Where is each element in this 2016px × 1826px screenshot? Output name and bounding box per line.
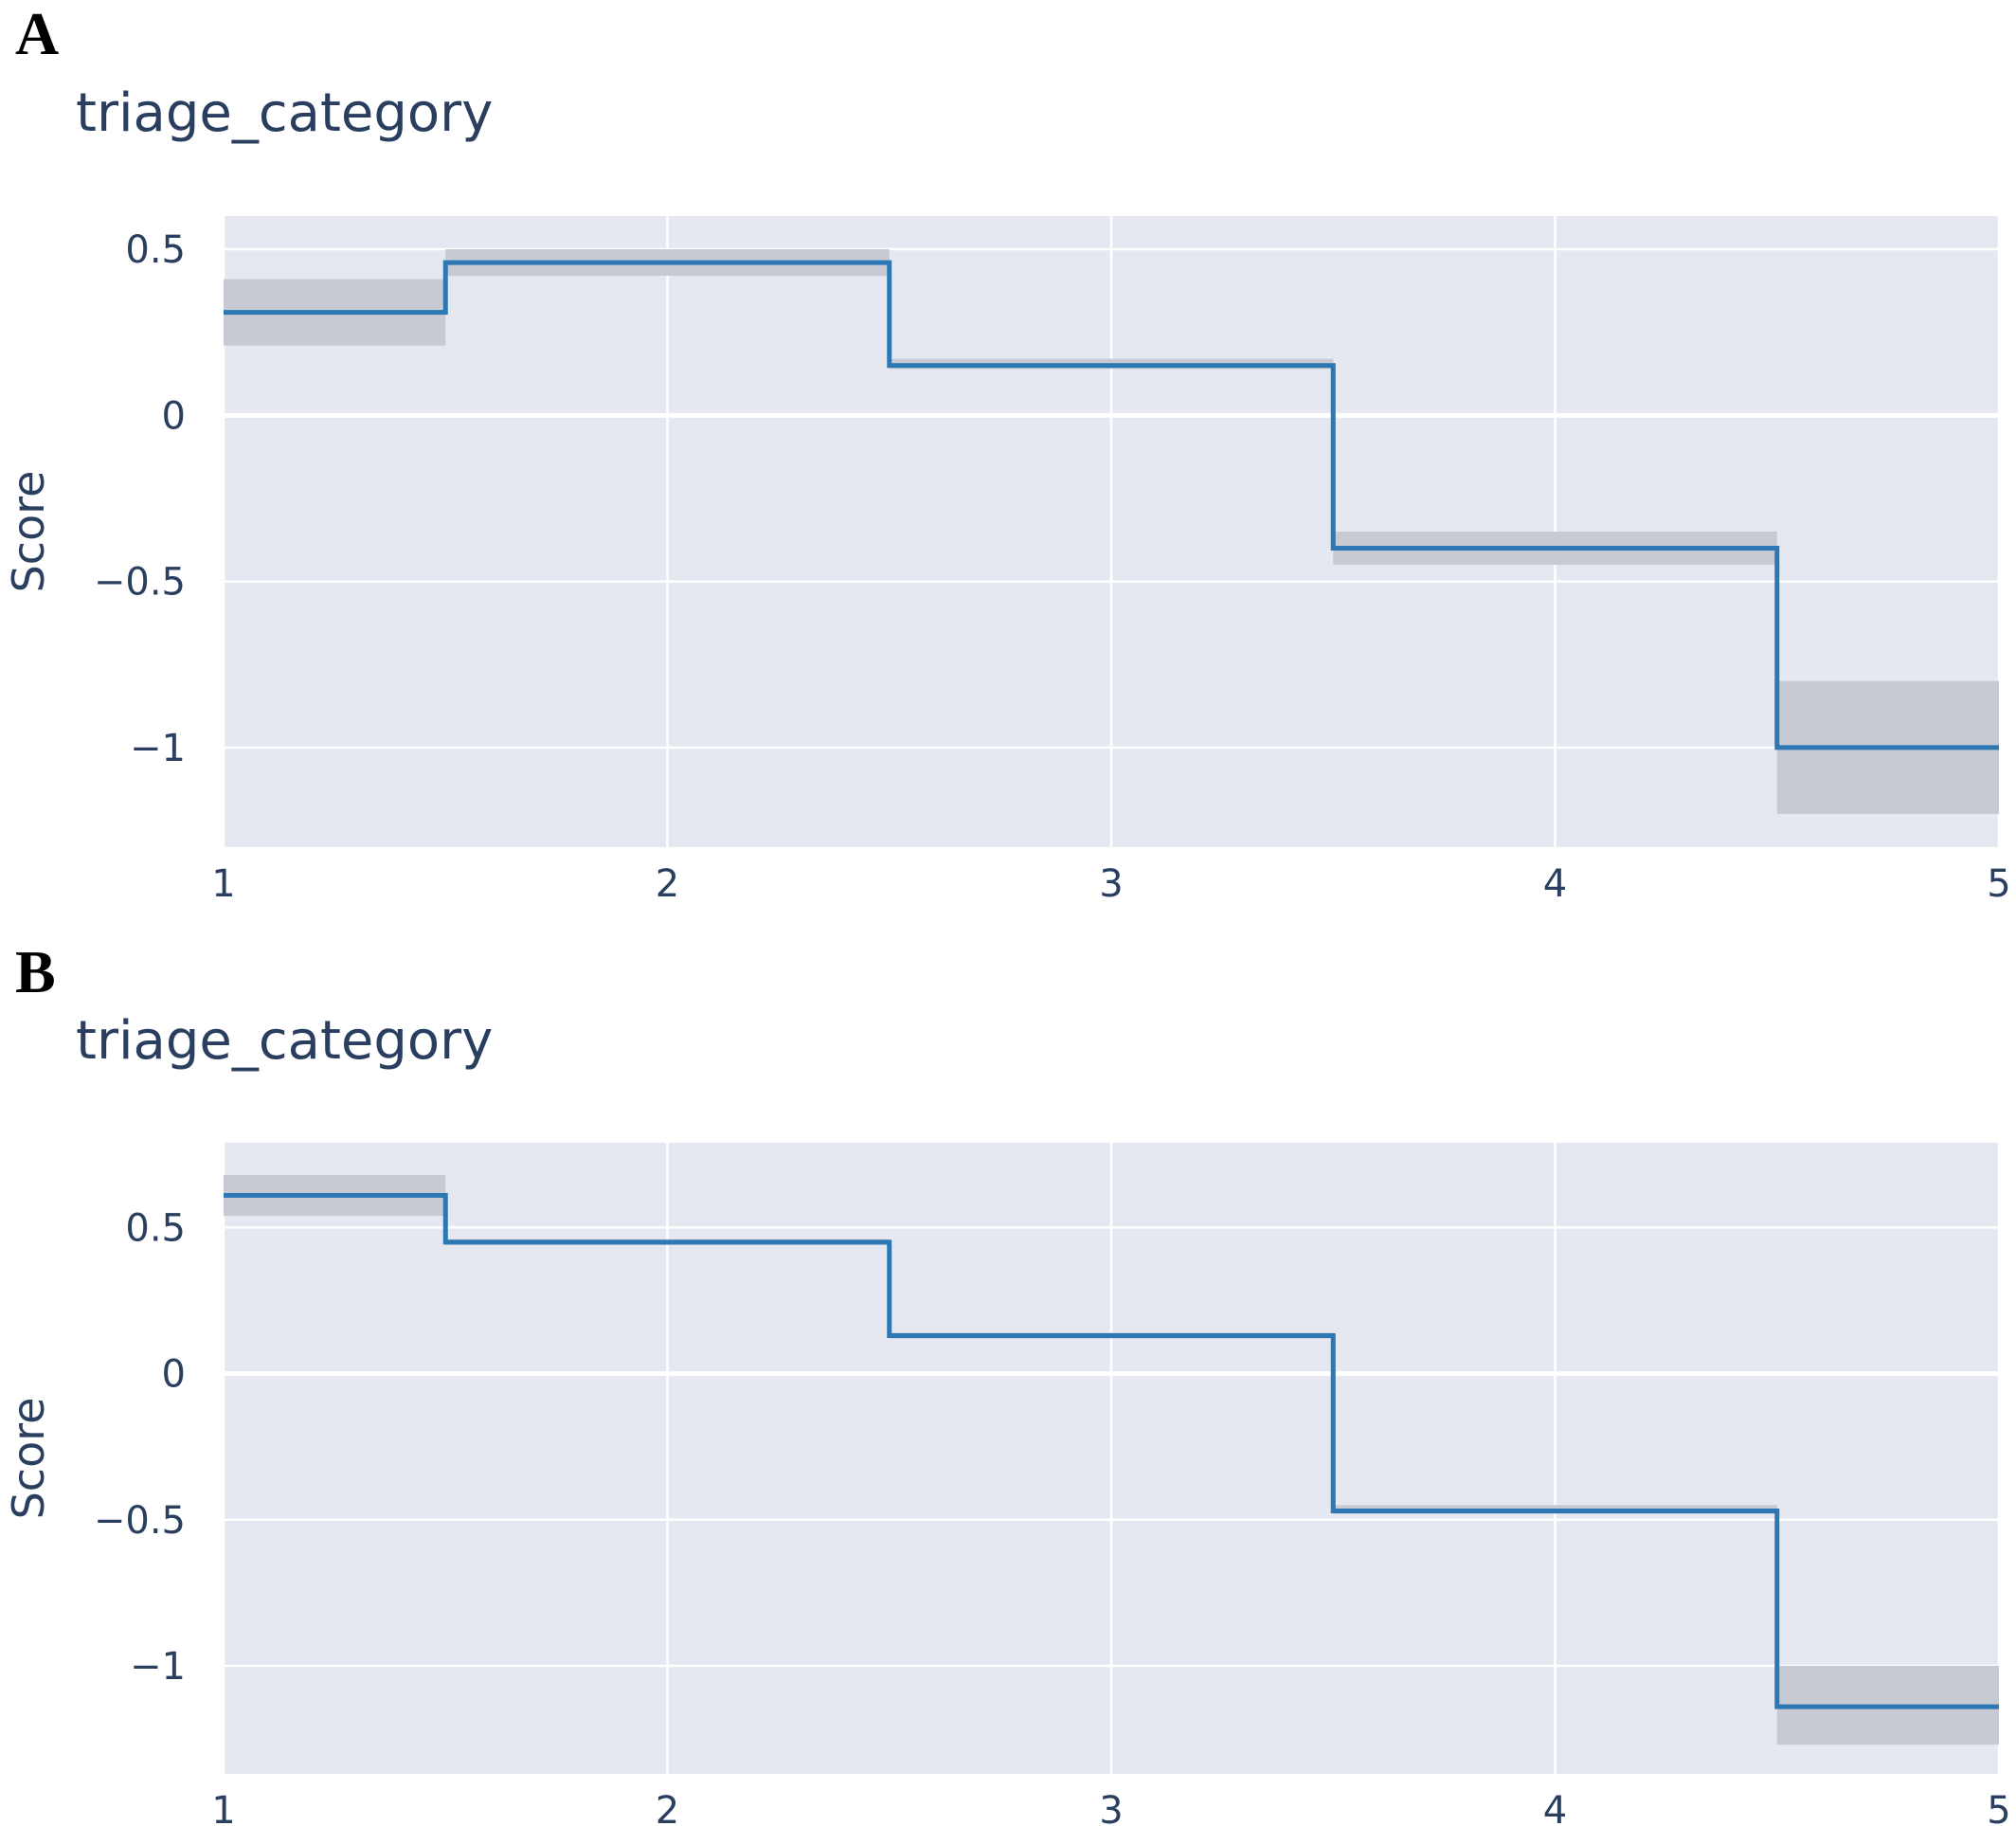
y-tick-label: −0.5 xyxy=(94,1499,186,1543)
x-tick-label: 5 xyxy=(1987,862,2010,906)
x-tick-label: 2 xyxy=(656,1789,679,1826)
y-tick-label: 0.5 xyxy=(125,228,186,272)
y-tick-label: −0.5 xyxy=(94,561,186,605)
panel-letter: A xyxy=(15,0,59,67)
chart-title: triage_category xyxy=(76,1010,493,1072)
x-tick-label: 3 xyxy=(1099,862,1123,906)
tick-labels: 1 2 3 4 5 0.5 0 −0.5 −1 xyxy=(94,1206,2011,1826)
gridlines xyxy=(222,216,2001,847)
y-tick-label: 0.5 xyxy=(125,1206,186,1250)
panel-a: A triage_category 1 2 3 4 5 0.5 0 −0.5 −1 Score xyxy=(3,0,2011,906)
x-tick-label: 1 xyxy=(211,862,235,906)
x-tick-label: 4 xyxy=(1543,1789,1567,1826)
chart-title: triage_category xyxy=(76,82,493,144)
y-axis-title: Score xyxy=(3,1398,54,1520)
y-tick-label: −1 xyxy=(130,1645,186,1689)
score-step-line xyxy=(224,1193,1999,1709)
y-tick-label: 0 xyxy=(162,1353,186,1397)
score-step-line xyxy=(224,260,1999,750)
y-tick-label: 0 xyxy=(162,394,186,438)
y-tick-label: −1 xyxy=(130,727,186,770)
x-tick-label: 2 xyxy=(656,862,679,906)
x-tick-label: 4 xyxy=(1543,862,1567,906)
panel-letter: B xyxy=(15,938,56,1005)
panel-b: B triage_category 1 2 3 4 5 0.5 0 −0.5 −1 Score xyxy=(3,938,2011,1826)
y-axis-title: Score xyxy=(3,471,54,593)
x-tick-label: 1 xyxy=(211,1789,235,1826)
x-tick-label: 3 xyxy=(1099,1789,1123,1826)
tick-labels: 1 2 3 4 5 0.5 0 −0.5 −1 xyxy=(94,228,2011,906)
x-tick-label: 5 xyxy=(1987,1789,2010,1826)
